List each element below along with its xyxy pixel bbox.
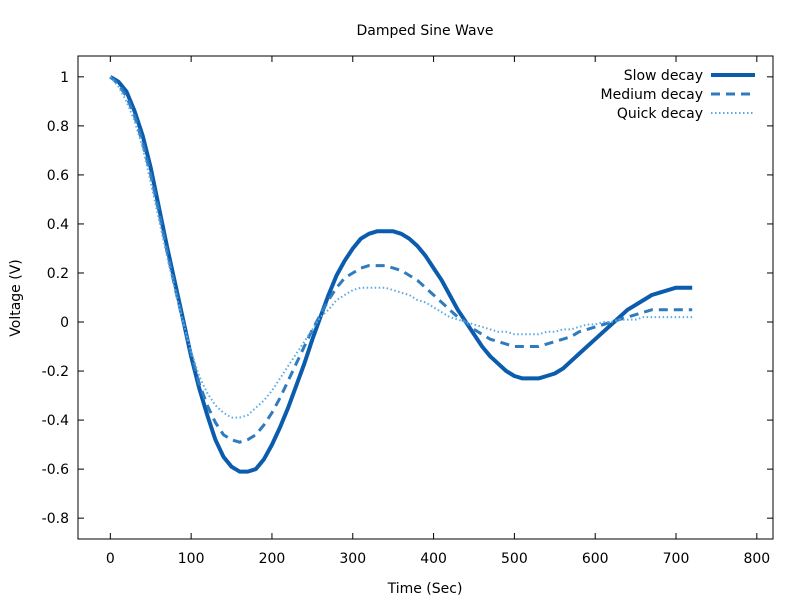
y-tick-label: -0.4	[42, 413, 69, 429]
y-tick-label: 0.6	[47, 168, 69, 184]
y-tick-label: -0.8	[42, 511, 69, 527]
legend-label: Medium decay	[601, 87, 704, 103]
x-tick-label: 800	[743, 551, 770, 567]
series-line-medium-decay	[109, 75, 693, 444]
y-tick-label: -0.6	[42, 462, 69, 478]
y-tick-label: -0.2	[42, 364, 69, 380]
x-tick-label: 700	[663, 551, 690, 567]
legend: Slow decay Medium decay Quick decay	[601, 68, 755, 122]
x-tick-label: 400	[420, 551, 447, 567]
legend-label: Quick decay	[617, 106, 703, 122]
x-tick-label: 300	[339, 551, 366, 567]
x-tick-label: 600	[582, 551, 609, 567]
x-tick-label: 0	[106, 551, 115, 567]
y-tick-label: 0.4	[47, 217, 69, 233]
plot-area-frame	[77, 55, 774, 540]
y-tick-label: 0.8	[47, 119, 69, 135]
x-tick-label: 500	[501, 551, 528, 567]
legend-label: Slow decay	[624, 68, 703, 84]
x-axis-label: Time (Sec)	[387, 581, 463, 597]
y-axis-label: Voltage (V)	[8, 259, 24, 336]
y-tick-label: 0.2	[47, 266, 69, 282]
y-tick-label: 1	[60, 70, 69, 86]
x-axis: 0 100 200 300 400 500 600 700 800	[106, 56, 770, 567]
chart-title: Damped Sine Wave	[357, 23, 494, 39]
y-tick-label: 0	[60, 315, 69, 331]
x-tick-label: 100	[178, 551, 205, 567]
series-line-quick-decay	[109, 76, 693, 419]
series-line-slow-decay	[109, 75, 693, 474]
series-layer	[109, 75, 693, 474]
x-tick-label: 200	[259, 551, 286, 567]
y-axis: -0.8 -0.6 -0.4 -0.2 0 0.2 0.4 0.6 0.8 1	[42, 70, 773, 527]
